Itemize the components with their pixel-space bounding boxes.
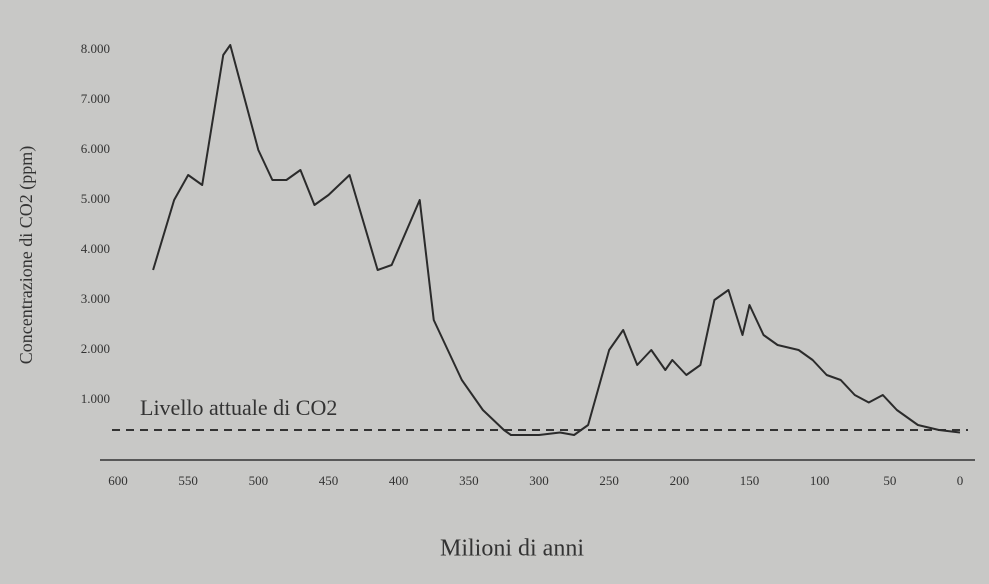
y-tick-label: 6.000 — [81, 141, 110, 156]
y-tick-label: 7.000 — [81, 91, 110, 106]
x-tick-label: 600 — [108, 473, 128, 488]
y-tick-label: 5.000 — [81, 191, 110, 206]
x-tick-label: 150 — [740, 473, 760, 488]
x-tick-label: 200 — [670, 473, 690, 488]
reference-label: Livello attuale di CO2 — [140, 395, 337, 420]
x-tick-label: 0 — [957, 473, 964, 488]
y-tick-label: 1.000 — [81, 391, 110, 406]
x-tick-label: 400 — [389, 473, 409, 488]
y-tick-label: 8.000 — [81, 41, 110, 56]
x-tick-label: 550 — [178, 473, 198, 488]
y-tick-label: 3.000 — [81, 291, 110, 306]
x-tick-label: 500 — [249, 473, 269, 488]
x-tick-label: 450 — [319, 473, 339, 488]
y-axis-title: Concentrazione di CO2 (ppm) — [16, 146, 37, 364]
x-tick-label: 100 — [810, 473, 830, 488]
y-tick-label: 2.000 — [81, 341, 110, 356]
x-tick-label: 350 — [459, 473, 479, 488]
x-tick-label: 300 — [529, 473, 549, 488]
x-axis-title: Milioni di anni — [440, 536, 584, 562]
x-tick-label: 50 — [883, 473, 896, 488]
data-line — [152, 44, 961, 436]
x-tick-label: 250 — [599, 473, 619, 488]
y-tick-label: 4.000 — [81, 241, 110, 256]
